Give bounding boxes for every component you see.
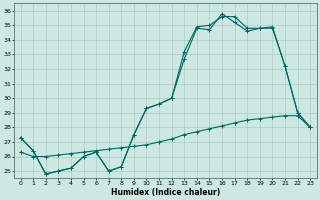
X-axis label: Humidex (Indice chaleur): Humidex (Indice chaleur) bbox=[111, 188, 220, 197]
